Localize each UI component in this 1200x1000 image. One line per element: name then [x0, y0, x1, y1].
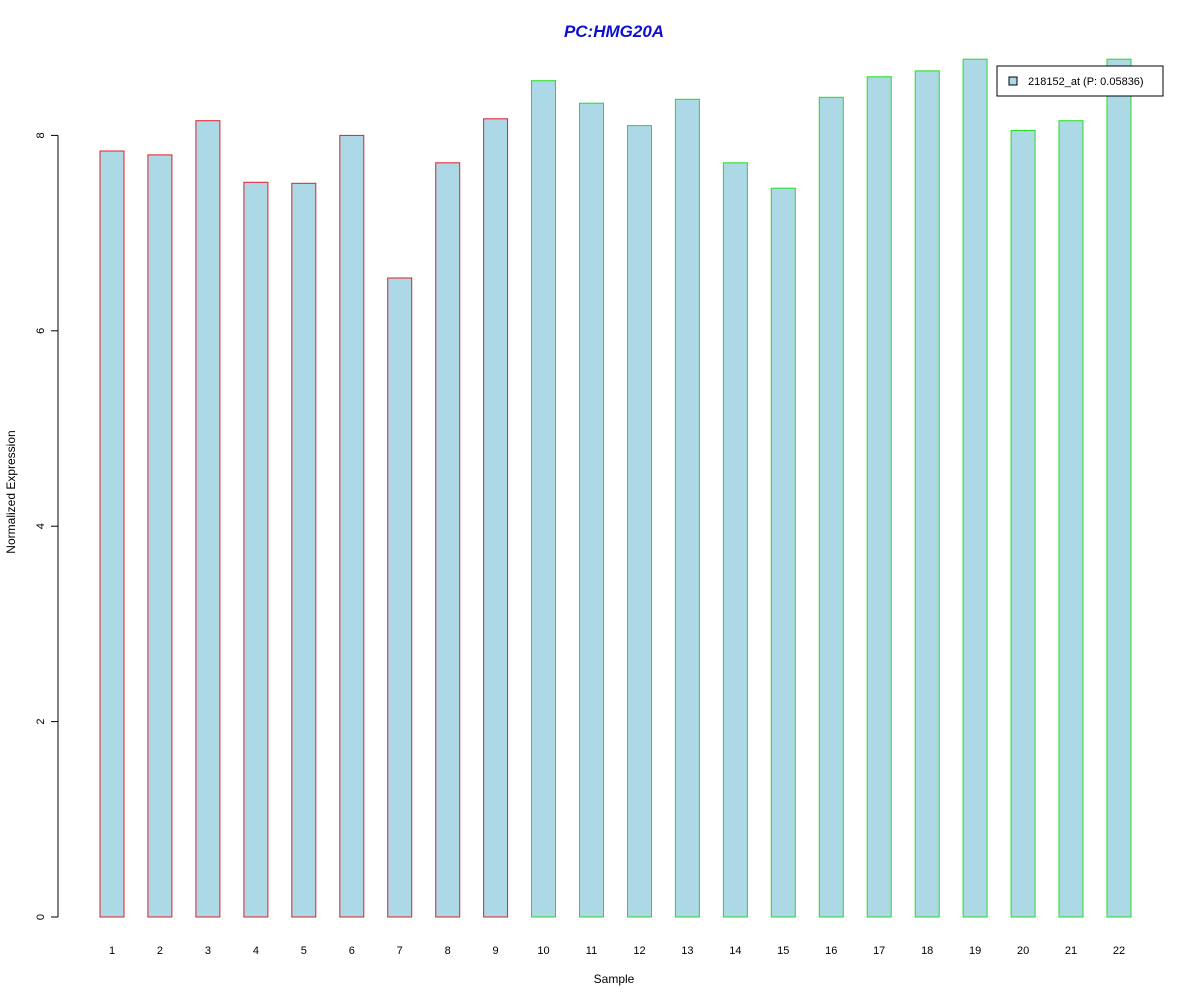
bar-sample-9 [483, 118, 509, 918]
x-tick-label: 4 [253, 945, 259, 957]
bar-sample-12 [627, 125, 652, 918]
y-tick-label: 6 [35, 328, 47, 334]
x-tick-label: 8 [445, 945, 451, 957]
x-tick-label: 18 [921, 945, 933, 957]
x-tick-label: 1 [109, 945, 115, 957]
legend-label: 218152_at (P: 0.05836) [1028, 76, 1144, 88]
bar-sample-11 [579, 102, 604, 918]
y-axis: 0 2 4 6 8 [35, 132, 59, 920]
x-tick-label: 19 [969, 945, 981, 957]
x-tick-label: 17 [873, 945, 885, 957]
bar-sample-17 [866, 76, 892, 918]
bar-sample-6 [339, 134, 365, 918]
bar-sample-20 [1010, 130, 1036, 918]
bar-sample-22 [1106, 58, 1132, 918]
bar-sample-21 [1058, 120, 1084, 918]
x-tick-label: 14 [729, 945, 741, 957]
x-tick-label: 15 [777, 945, 789, 957]
bar-sample-4 [243, 181, 269, 918]
x-tick-label: 13 [681, 945, 693, 957]
x-tick-label: 16 [825, 945, 837, 957]
legend: 218152_at (P: 0.05836) [996, 65, 1164, 97]
bar-sample-14 [722, 162, 748, 918]
x-tick-label: 3 [205, 945, 211, 957]
bar-sample-19 [962, 58, 988, 918]
bar-sample-10 [531, 80, 556, 918]
x-tick-label: 5 [301, 945, 307, 957]
x-tick-label: 21 [1065, 945, 1077, 957]
x-axis-label: Sample [594, 972, 635, 986]
y-axis-label: Normalized Expression [4, 430, 18, 553]
y-tick-label: 0 [35, 914, 47, 920]
bar-sample-5 [291, 182, 317, 918]
legend-swatch [1008, 76, 1018, 86]
bar-sample-3 [195, 120, 221, 918]
bar-sample-18 [914, 70, 940, 918]
bar-sample-15 [770, 187, 796, 918]
x-tick-label: 10 [537, 945, 549, 957]
bar-sample-8 [435, 162, 461, 918]
bar-sample-1 [99, 150, 125, 918]
x-tick-label: 2 [157, 945, 163, 957]
x-tick-label: 22 [1113, 945, 1125, 957]
bar-sample-2 [147, 154, 173, 918]
x-tick-label: 7 [397, 945, 403, 957]
y-tick-label: 4 [35, 523, 47, 529]
x-tick-label: 11 [586, 945, 597, 957]
y-tick-label: 8 [35, 132, 47, 138]
x-tick-label: 20 [1017, 945, 1029, 957]
bar-sample-7 [387, 277, 413, 918]
x-tick-label: 12 [633, 945, 645, 957]
x-tick-labels: 1 2 3 4 5 6 7 8 9 10 11 12 13 14 15 16 17 18 19 20 21 22 [109, 945, 1125, 957]
y-tick-label: 2 [35, 719, 47, 725]
x-tick-label: 9 [493, 945, 499, 957]
x-tick-label: 6 [349, 945, 355, 957]
bar-sample-16 [818, 96, 844, 918]
bar-sample-13 [674, 98, 700, 918]
legend-box [996, 65, 1164, 97]
bars-group [99, 58, 1132, 918]
chart-title: PC:HMG20A [564, 22, 664, 41]
